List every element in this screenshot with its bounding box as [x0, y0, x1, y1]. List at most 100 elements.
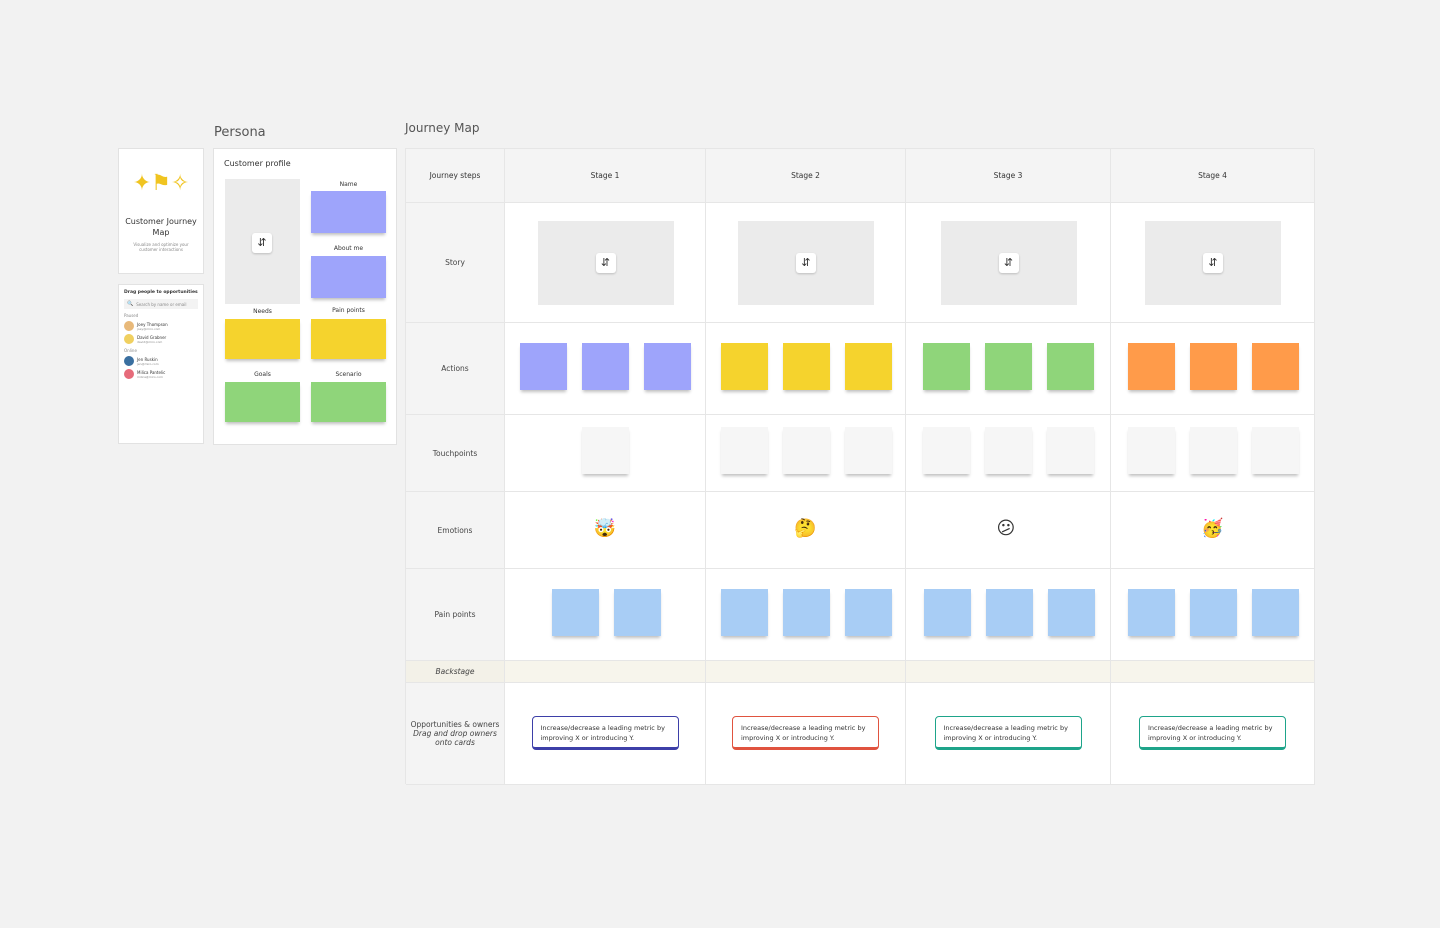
- opportunities-hint: Drag and drop owners onto cards: [413, 729, 497, 747]
- touchpoint-sticky[interactable]: [985, 427, 1032, 474]
- cell-opp-stage-1: Increase/decrease a leading metric by im…: [505, 683, 706, 785]
- about-label: About me: [333, 245, 364, 252]
- cell-story-stage-2: ⇵: [706, 203, 906, 323]
- touchpoint-sticky[interactable]: [720, 427, 768, 474]
- person-item[interactable]: Joey Thompson joey@miro.com: [124, 321, 198, 331]
- pain-point-sticky[interactable]: [845, 589, 892, 636]
- swap-image-icon[interactable]: ⇵: [1203, 253, 1223, 273]
- pain-point-sticky[interactable]: [721, 589, 768, 636]
- opportunity-card[interactable]: Increase/decrease a leading metric by im…: [531, 716, 679, 750]
- person-item[interactable]: Milica Pantelic milica@miro.com: [124, 369, 198, 379]
- touchpoint-sticky[interactable]: [1127, 427, 1175, 474]
- touchpoint-sticky[interactable]: [582, 427, 629, 474]
- touchpoint-sticky[interactable]: [1251, 427, 1299, 474]
- cell-opp-stage-2: Increase/decrease a leading metric by im…: [706, 683, 906, 785]
- action-sticky[interactable]: [520, 343, 567, 390]
- row-label-opp: Opportunities & owners Drag and drop owne…: [406, 683, 505, 785]
- pain-sticky[interactable]: [311, 319, 386, 359]
- people-search-input[interactable]: 🔍 Search by name or email: [124, 299, 198, 309]
- pain-point-sticky[interactable]: [613, 589, 661, 636]
- swap-image-icon[interactable]: ⇵: [998, 253, 1019, 273]
- action-sticky[interactable]: [644, 343, 691, 390]
- swap-image-icon[interactable]: ⇵: [796, 253, 816, 273]
- action-sticky[interactable]: [1189, 343, 1237, 390]
- cell-actions-stage-1: [505, 323, 706, 415]
- search-placeholder: Search by name or email: [136, 301, 187, 307]
- action-sticky[interactable]: [720, 343, 768, 390]
- journey-map-title: Journey Map: [405, 121, 480, 135]
- cell-header-stage-4: Stage 4: [1111, 149, 1315, 203]
- action-sticky[interactable]: [1047, 343, 1094, 390]
- swap-image-icon[interactable]: ⇵: [252, 233, 272, 253]
- story-image-placeholder[interactable]: ⇵: [940, 221, 1077, 305]
- template-subtitle: Visualize and optimize your customer int…: [133, 242, 189, 252]
- action-sticky[interactable]: [844, 343, 892, 390]
- template-card[interactable]: ✦⚑✧ Customer Journey Map Visualize and o…: [118, 148, 204, 274]
- pain-point-sticky[interactable]: [1128, 589, 1175, 636]
- touchpoint-sticky[interactable]: [923, 427, 970, 474]
- about-sticky[interactable]: [311, 256, 386, 298]
- touchpoint-sticky[interactable]: [1189, 427, 1237, 474]
- people-panel-title: Drag people to opportunities: [124, 290, 198, 295]
- scenario-label: Scenario: [335, 371, 362, 378]
- opportunity-card[interactable]: Increase/decrease a leading metric by im…: [732, 716, 879, 750]
- name-label: Name: [339, 181, 358, 188]
- pain-point-sticky[interactable]: [923, 589, 971, 636]
- pain-point-sticky[interactable]: [985, 589, 1033, 636]
- action-sticky[interactable]: [985, 343, 1032, 390]
- template-title: Customer Journey Map: [125, 217, 197, 237]
- person-item[interactable]: David Grabner david@miro.com: [124, 334, 198, 344]
- row-label-header: Journey steps: [406, 149, 505, 203]
- story-image-placeholder[interactable]: ⇵: [537, 221, 674, 305]
- person-name: Jen Ruskin: [137, 356, 158, 362]
- pain-point-sticky[interactable]: [1047, 589, 1095, 636]
- cell-emotions-stage-2: 🤔: [706, 492, 906, 569]
- scenario-sticky[interactable]: [311, 382, 386, 422]
- pain-point-sticky[interactable]: [1190, 589, 1237, 636]
- cell-header-stage-3: Stage 3: [906, 149, 1111, 203]
- needs-sticky[interactable]: [225, 319, 300, 359]
- cell-story-stage-1: ⇵: [505, 203, 706, 323]
- pain-point-sticky[interactable]: [1252, 589, 1299, 636]
- cell-touchpoints-stage-1: [505, 415, 706, 492]
- avatar: [124, 356, 134, 366]
- action-sticky[interactable]: [923, 343, 970, 390]
- cell-actions-stage-2: [706, 323, 906, 415]
- touchpoint-sticky[interactable]: [782, 427, 830, 474]
- emotion-emoji-icon: 🥳: [1201, 518, 1224, 539]
- cell-touchpoints-stage-3: [906, 415, 1111, 492]
- story-image-placeholder[interactable]: ⇵: [738, 221, 874, 305]
- person-name: Milica Pantelic: [137, 369, 166, 375]
- emotion-emoji-icon: 🤯: [593, 518, 616, 539]
- person-email: jen@miro.com: [137, 361, 159, 366]
- cell-pain-stage-3: [906, 569, 1111, 661]
- action-sticky[interactable]: [1127, 343, 1175, 390]
- name-sticky[interactable]: [311, 191, 386, 233]
- avatar: [124, 369, 134, 379]
- person-item[interactable]: Jen Ruskin jen@miro.com: [124, 356, 198, 366]
- pain-point-sticky[interactable]: [551, 589, 599, 636]
- goals-sticky[interactable]: [225, 382, 300, 422]
- pain-label: Pain points: [332, 307, 365, 314]
- cell-pain-stage-4: [1111, 569, 1315, 661]
- opportunity-card[interactable]: Increase/decrease a leading metric by im…: [1139, 716, 1286, 750]
- touchpoint-sticky[interactable]: [1047, 427, 1094, 474]
- touchpoint-sticky[interactable]: [844, 427, 892, 474]
- cell-actions-stage-3: [906, 323, 1111, 415]
- photo-placeholder[interactable]: ⇵: [225, 179, 300, 304]
- cell-story-stage-4: ⇵: [1111, 203, 1315, 323]
- cell-backstage-stage-2: [706, 661, 906, 683]
- person-email: david@miro.com: [137, 339, 163, 344]
- action-sticky[interactable]: [1251, 343, 1299, 390]
- action-sticky[interactable]: [782, 343, 830, 390]
- search-icon: 🔍: [127, 301, 134, 307]
- story-image-placeholder[interactable]: ⇵: [1145, 221, 1281, 305]
- avatar: [124, 321, 134, 331]
- needs-label: Needs: [253, 308, 272, 315]
- opportunity-card[interactable]: Increase/decrease a leading metric by im…: [934, 716, 1082, 750]
- row-label-emotions: Emotions: [406, 492, 505, 569]
- row-label-story: Story: [406, 203, 505, 323]
- pain-point-sticky[interactable]: [783, 589, 830, 636]
- action-sticky[interactable]: [582, 343, 629, 390]
- swap-image-icon[interactable]: ⇵: [595, 253, 616, 273]
